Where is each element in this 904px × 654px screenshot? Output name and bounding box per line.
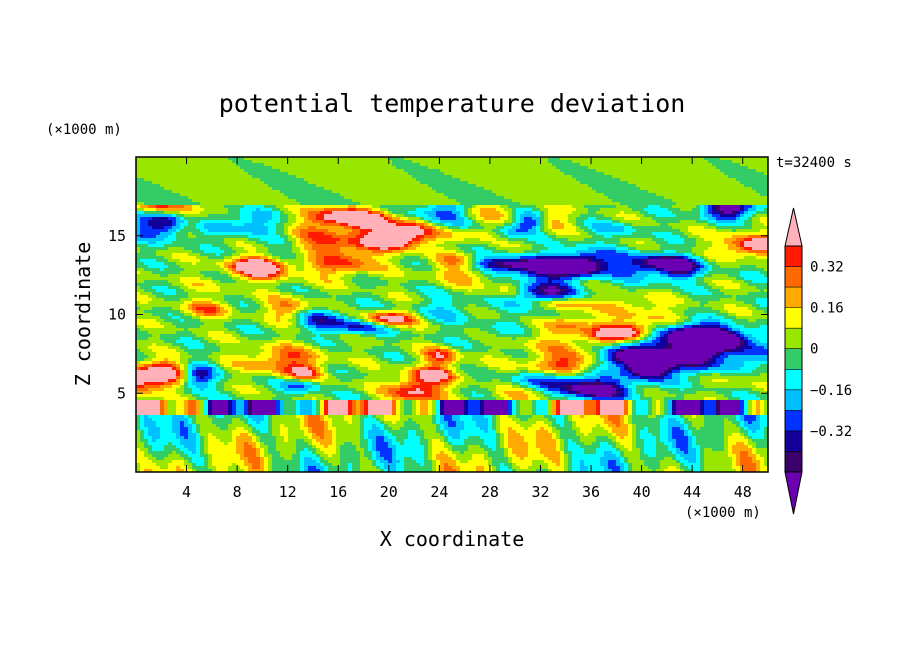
y-axis-label: Z coordinate [71, 242, 95, 387]
y-tick-label: 15 [108, 227, 126, 245]
x-tick-label: 44 [683, 483, 701, 501]
colorbar-segment [785, 410, 802, 432]
colorbar-segment [785, 307, 802, 329]
x-tick-label: 48 [734, 483, 752, 501]
x-tick-label: 32 [531, 483, 549, 501]
colorbar-cap-min [784, 471, 803, 515]
colorbar-tick-label: 0 [810, 342, 818, 358]
y-axis-ticks: 5 10 15 [108, 227, 768, 402]
colorbar-segment [785, 389, 802, 411]
colorbar-segment [785, 246, 802, 268]
x-axis-label: X coordinate [380, 527, 525, 551]
x-tick-label: 28 [481, 483, 499, 501]
x-tick-label: 12 [279, 483, 297, 501]
colorbar-segment [785, 369, 802, 391]
colorbar-segment [785, 328, 802, 350]
x-tick-label: 20 [380, 483, 398, 501]
colorbar-tick-label: 0.16 [810, 301, 844, 317]
x-tick-label: 40 [633, 483, 651, 501]
heatmap-field [136, 157, 768, 472]
x-tick-label: 36 [582, 483, 600, 501]
x-tick-label: 8 [233, 483, 242, 501]
colorbar-segment [785, 266, 802, 288]
x-unit-label: (×1000 m) [685, 505, 761, 521]
chart-title: potential temperature deviation [219, 89, 686, 118]
colorbar-tick-label: 0.32 [810, 260, 844, 276]
x-tick-label: 4 [182, 483, 191, 501]
colorbar-segment [785, 451, 802, 473]
y-tick-label: 5 [117, 384, 126, 402]
colorbar-segment [785, 430, 802, 452]
colorbar-frame [784, 245, 803, 473]
colorbar-segment [785, 348, 802, 370]
colorbar-cap-max [784, 207, 803, 247]
colorbar-segment [785, 287, 802, 309]
colorbar-tick-label: −0.16 [810, 383, 852, 399]
colorbar-tick-label: −0.32 [810, 424, 852, 440]
x-axis-ticks: 4 8 12 16 20 24 28 32 36 40 44 48 [182, 157, 752, 501]
colorbar: 0.32 0.16 0 −0.16 −0.32 [784, 207, 852, 515]
time-label: t=32400 s [776, 155, 852, 171]
x-tick-label: 24 [430, 483, 448, 501]
y-tick-label: 10 [108, 306, 126, 324]
x-tick-label: 16 [329, 483, 347, 501]
y-unit-label: (×1000 m) [46, 122, 122, 138]
